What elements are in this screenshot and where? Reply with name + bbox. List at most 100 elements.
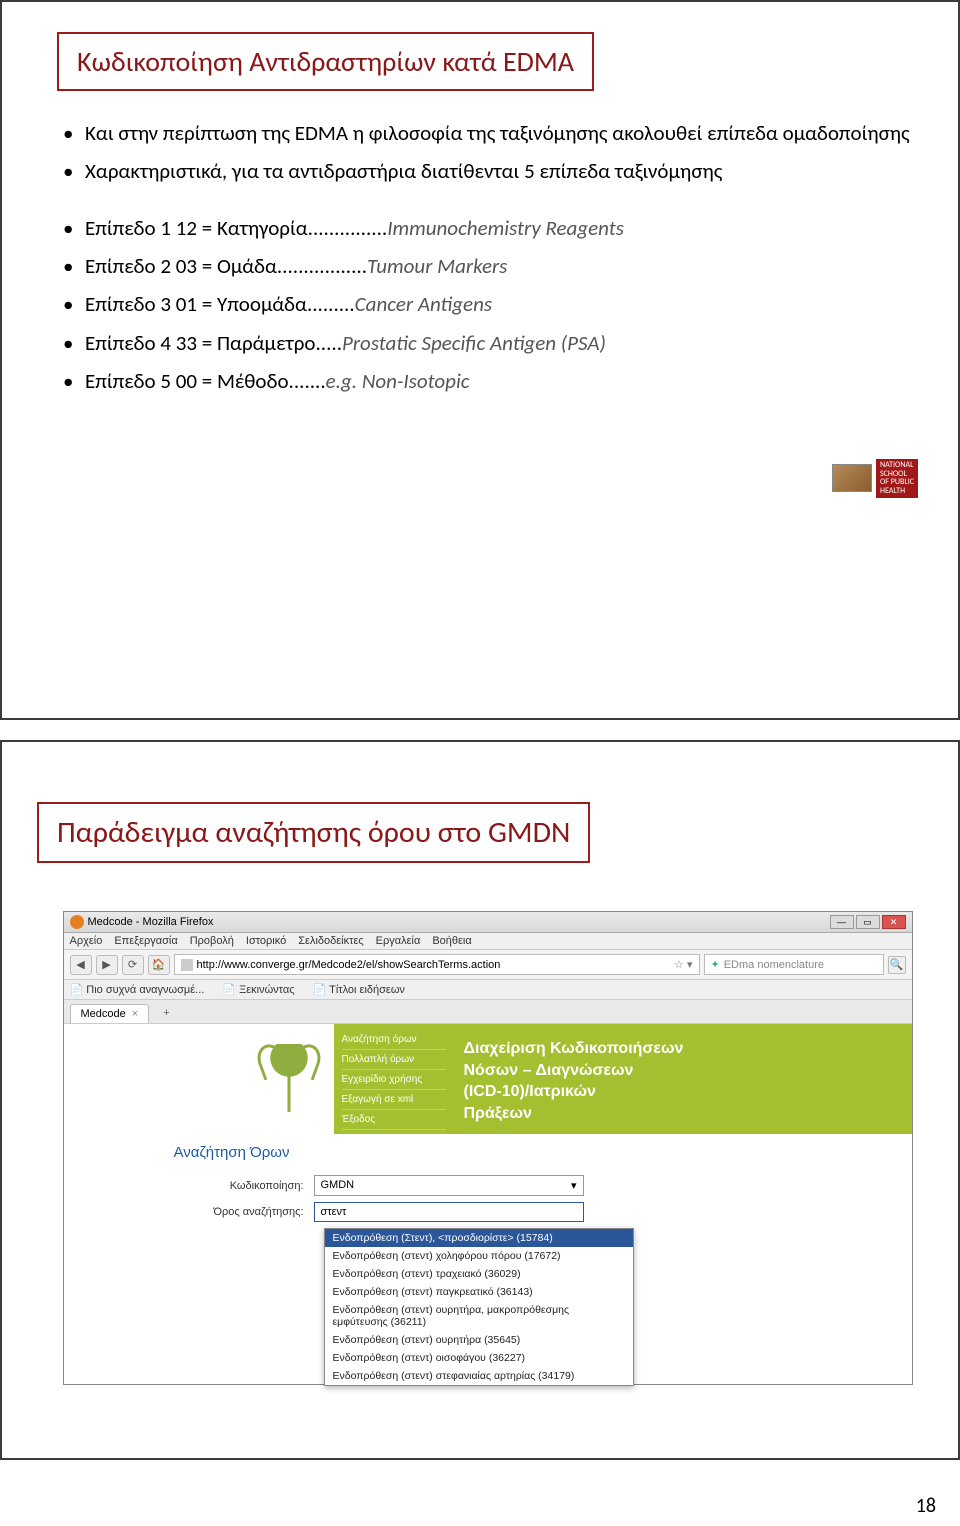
dropdown-item-5[interactable]: Ενδοπρόθεση (στεντ) ουρητήρα, μακροπρόθε…: [325, 1301, 633, 1331]
level-4-code: 33 = Παράμετρο: [176, 330, 316, 356]
level-1-code: 12 = Κατηγορία: [176, 215, 308, 241]
dropdown-item-4[interactable]: Ενδοπρόθεση (στεντ) παγκρεατικό (36143): [325, 1283, 633, 1301]
slide1-bullets: Και στην περίπτωση της EDMA η φιλοσοφία …: [63, 119, 918, 186]
chevron-down-icon: ▾: [571, 1179, 577, 1192]
level-3-desc: Cancer Antigens: [355, 291, 492, 317]
site-logo: [244, 1024, 334, 1134]
level-5-desc: e.g. Non-Isotopic: [326, 368, 470, 394]
slide-2: Παράδειγμα αναζήτησης όρου στο GMDN Medc…: [0, 740, 960, 1460]
form-row-codification: Κωδικοποίηση: GMDN ▾: [174, 1175, 912, 1196]
url-text: http://www.converge.gr/Medcode2/el/showS…: [197, 959, 501, 971]
browser-menubar: Αρχείο Επεξεργασία Προβολή Ιστορικό Σελι…: [64, 933, 912, 950]
level-4-label: Επίπεδο 4: [85, 330, 171, 356]
search-section: Αναζήτηση Όρων Κωδικοποίηση: GMDN ▾ Όρος…: [64, 1134, 912, 1386]
codification-label: Κωδικοποίηση:: [174, 1180, 314, 1192]
page-number: 18: [0, 1480, 960, 1526]
term-input[interactable]: στεντ: [314, 1202, 584, 1222]
tab-bar: Medcode × +: [64, 1000, 912, 1024]
slide1-title-box: Κωδικοποίηση Αντιδραστηρίων κατά EDMA: [57, 32, 594, 91]
level-3-dots: .........: [307, 291, 355, 317]
browser-search-field[interactable]: ✦ EDma nomenclature: [704, 954, 884, 975]
menu-help[interactable]: Βοήθεια: [432, 935, 471, 947]
logo-image: [832, 464, 872, 492]
dropdown-item-1[interactable]: Ενδοπρόθεση (Στεντ), <προσδιορίστε> (157…: [325, 1229, 633, 1247]
window-controls: — ▭ ✕: [830, 915, 906, 929]
level-5-dots: .......: [289, 368, 326, 394]
level-5-label: Επίπεδο 5: [85, 368, 171, 394]
dropdown-item-2[interactable]: Ενδοπρόθεση (στεντ) χοληφόρου πόρου (176…: [325, 1247, 633, 1265]
codification-value: GMDN: [321, 1179, 355, 1192]
menu-bookmarks[interactable]: Σελιδοδείκτες: [298, 935, 363, 947]
level-2-dots: .................: [277, 253, 367, 279]
level-4-desc: Prostatic Specific Antigen (PSA): [342, 330, 606, 356]
level-row-3: Επίπεδο 3 01 = Υποομάδα.........Cancer A…: [63, 290, 918, 318]
autocomplete-dropdown: Ενδοπρόθεση (Στεντ), <προσδιορίστε> (157…: [324, 1228, 634, 1386]
level-1-desc: Immunochemistry Reagents: [387, 215, 624, 241]
section-title: Αναζήτηση Όρων: [174, 1144, 912, 1161]
logo-text: NATIONAL SCHOOL OF PUBLIC HEALTH: [876, 459, 918, 498]
form-row-term: Όρος αναζήτησης: στεντ: [174, 1202, 912, 1222]
search-go-button[interactable]: 🔍: [888, 956, 906, 974]
dropdown-item-8[interactable]: Ενδοπρόθεση (στεντ) στεφανιαίας αρτηρίας…: [325, 1367, 633, 1385]
site-icon: [181, 959, 193, 971]
banner-menu-1[interactable]: Αναζήτηση όρων: [342, 1030, 446, 1050]
level-row-4: Επίπεδο 4 33 = Παράμετρο.....Prostatic S…: [63, 329, 918, 357]
tab-close-icon[interactable]: ×: [132, 1008, 138, 1020]
level-3-code: 01 = Υποομάδα: [176, 291, 307, 317]
nsph-logo: NATIONAL SCHOOL OF PUBLIC HEALTH: [832, 459, 918, 498]
menu-history[interactable]: Ιστορικό: [246, 935, 286, 947]
caduceus-icon: [264, 1044, 314, 1114]
codification-select[interactable]: GMDN ▾: [314, 1175, 584, 1196]
minimize-button[interactable]: —: [830, 915, 854, 929]
menu-file[interactable]: Αρχείο: [70, 935, 103, 947]
home-button[interactable]: 🏠: [148, 955, 170, 975]
slide1-levels: Επίπεδο 1 12 = Κατηγορία...............I…: [63, 214, 918, 396]
menu-edit[interactable]: Επεξεργασία: [114, 935, 177, 947]
slide2-title: Παράδειγμα αναζήτησης όρου στο GMDN: [57, 814, 570, 851]
bookmark-news[interactable]: 📄 Τίτλοι ειδήσεων: [313, 983, 405, 996]
close-button[interactable]: ✕: [882, 915, 906, 929]
site-banner: Αναζήτηση όρων Πολλαπλή όρων Εγχειρίδιο …: [244, 1024, 912, 1134]
term-value: στεντ: [321, 1206, 347, 1218]
banner-menu-5[interactable]: Έξοδος: [342, 1110, 446, 1130]
term-label: Όρος αναζήτησης:: [174, 1206, 314, 1218]
level-3-label: Επίπεδο 3: [85, 291, 171, 317]
new-tab-button[interactable]: +: [153, 1004, 179, 1023]
menu-tools[interactable]: Εργαλεία: [376, 935, 421, 947]
browser-window: Medcode - Mozilla Firefox — ▭ ✕ Αρχείο Ε…: [63, 911, 913, 1385]
dropdown-item-3[interactable]: Ενδοπρόθεση (στεντ) τραχειακό (36029): [325, 1265, 633, 1283]
bookmark-getting-started[interactable]: 📄 Ξεκινώντας: [222, 983, 294, 996]
banner-menu-3[interactable]: Εγχειρίδιο χρήσης: [342, 1070, 446, 1090]
bullet-1: Και στην περίπτωση της EDMA η φιλοσοφία …: [63, 119, 918, 147]
slide2-title-box: Παράδειγμα αναζήτησης όρου στο GMDN: [37, 802, 590, 863]
back-button[interactable]: ◀: [70, 955, 92, 975]
level-1-dots: ...............: [308, 215, 388, 241]
browser-titlebar: Medcode - Mozilla Firefox — ▭ ✕: [64, 912, 912, 933]
banner-menu-2[interactable]: Πολλαπλή όρων: [342, 1050, 446, 1070]
slide1-title: Κωδικοποίηση Αντιδραστηρίων κατά EDMA: [77, 44, 574, 79]
tab-label: Medcode: [81, 1008, 126, 1020]
tab-medcode[interactable]: Medcode ×: [70, 1004, 150, 1023]
banner-menu-4[interactable]: Εξαγωγή σε xml: [342, 1090, 446, 1110]
level-2-desc: Tumour Markers: [367, 253, 507, 279]
bullet-2: Χαρακτηριστικά, για τα αντιδραστήρια δια…: [63, 157, 918, 185]
bookmarks-bar: 📄 Πιο συχνά αναγνωσμέ... 📄 Ξεκινώντας 📄 …: [64, 980, 912, 1000]
level-row-2: Επίπεδο 2 03 = Ομάδα.................Tum…: [63, 252, 918, 280]
level-1-label: Επίπεδο 1: [85, 215, 171, 241]
forward-button[interactable]: ▶: [96, 955, 118, 975]
reload-button[interactable]: ⟳: [122, 955, 144, 975]
level-5-code: 00 = Μέθοδο: [176, 368, 289, 394]
bookmark-most-visited[interactable]: 📄 Πιο συχνά αναγνωσμέ...: [70, 983, 205, 996]
level-row-5: Επίπεδο 5 00 = Μέθοδο.......e.g. Non-Iso…: [63, 367, 918, 395]
dropdown-item-6[interactable]: Ενδοπρόθεση (στεντ) ουρητήρα (35645): [325, 1331, 633, 1349]
search-text: EDma nomenclature: [724, 959, 824, 971]
browser-navbar: ◀ ▶ ⟳ 🏠 http://www.converge.gr/Medcode2/…: [64, 950, 912, 980]
level-2-code: 03 = Ομάδα: [176, 253, 277, 279]
slide-1: Κωδικοποίηση Αντιδραστηρίων κατά EDMA Κα…: [0, 0, 960, 720]
banner-menu: Αναζήτηση όρων Πολλαπλή όρων Εγχειρίδιο …: [334, 1024, 454, 1136]
menu-view[interactable]: Προβολή: [190, 935, 234, 947]
banner-title: Διαχείριση Κωδικοποιήσεων Νόσων – Διαγνώ…: [454, 1024, 912, 1138]
dropdown-item-7[interactable]: Ενδοπρόθεση (στεντ) οισοφάγου (36227): [325, 1349, 633, 1367]
maximize-button[interactable]: ▭: [856, 915, 880, 929]
url-field[interactable]: http://www.converge.gr/Medcode2/el/showS…: [174, 954, 700, 975]
